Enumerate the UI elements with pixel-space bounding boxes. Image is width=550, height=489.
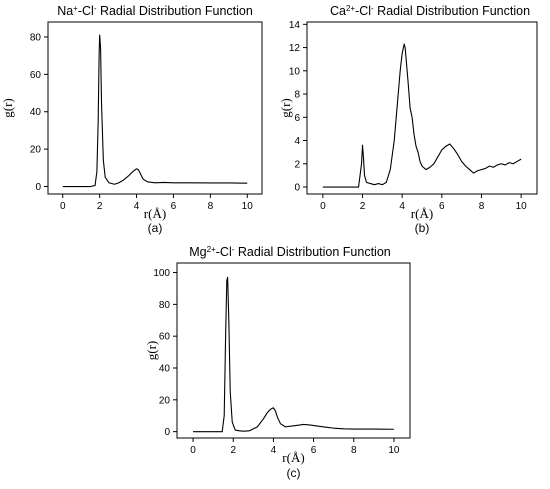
plot-frame <box>47 21 263 195</box>
x-tick-label: 2 <box>230 445 236 456</box>
y-tick-label: 60 <box>159 332 171 343</box>
chart-panel-0: Na+-Cl- Radial Distribution Function 0 2 4 6… <box>0 4 263 235</box>
x-tick-label: 0 <box>60 201 66 212</box>
x-axis-label: r(Å) <box>411 206 433 221</box>
y-tick-label: 40 <box>159 364 171 375</box>
y-tick-label: 20 <box>30 145 42 156</box>
y-tick-label: 4 <box>294 136 300 147</box>
y-tick-label: 0 <box>164 427 170 438</box>
y-tick-label: 0 <box>35 182 41 193</box>
title-part: -Cl <box>78 4 94 18</box>
y-tick-label: 0 <box>294 183 300 194</box>
y-tick-label: 12 <box>289 43 301 54</box>
title-part: Radial Distribution Function <box>96 4 252 18</box>
title-part: - <box>94 4 97 13</box>
title-part: + <box>73 4 78 13</box>
x-axis-label: r(Å) <box>282 450 304 465</box>
chart-panel-1: Ca2+-Cl- Radial Distribution Function 0 2 4… <box>278 4 538 235</box>
chart-title: Na+-Cl- Radial Distribution Function <box>57 4 253 19</box>
y-axis-label: g(r) <box>0 98 15 118</box>
series-line <box>193 276 394 433</box>
plot-frame <box>176 262 411 439</box>
x-tick-label: 4 <box>271 445 277 456</box>
x-tick-label: 10 <box>388 445 400 456</box>
title-part: - <box>232 245 235 254</box>
x-tick-label: 10 <box>516 201 528 212</box>
y-tick-label: 80 <box>159 300 171 311</box>
chart-title: Ca2+-Cl- Radial Distribution Function <box>330 4 530 19</box>
y-axis-label: g(r) <box>278 98 293 118</box>
series-line <box>322 43 522 188</box>
y-tick-label: 6 <box>294 113 300 124</box>
x-tick-label: 2 <box>97 201 103 212</box>
y-tick-label: 10 <box>289 66 301 77</box>
x-tick-label: 8 <box>351 445 357 456</box>
x-tick-label: 8 <box>479 201 485 212</box>
title-part: Radial Distribution Function <box>374 4 530 18</box>
title-part: -Cl <box>355 4 371 18</box>
x-tick-label: 2 <box>360 201 366 212</box>
series-line <box>62 34 248 188</box>
title-part: Mg <box>189 245 206 259</box>
panel-label: (a) <box>148 221 163 235</box>
y-axis-label: g(r) <box>144 341 159 361</box>
x-tick-label: 0 <box>320 201 326 212</box>
chart-panel-2: Mg2+-Cl- Radial Distribution Function 0 2 4… <box>144 245 411 480</box>
x-tick-label: 6 <box>311 445 317 456</box>
x-tick-label: 8 <box>208 201 214 212</box>
y-tick-label: 80 <box>30 32 42 43</box>
x-axis-label: r(Å) <box>144 206 166 221</box>
y-tick-label: 60 <box>30 70 42 81</box>
y-tick-label: 40 <box>30 107 42 118</box>
y-tick-label: 2 <box>294 159 300 170</box>
plot-frame <box>306 21 538 195</box>
title-part: -Cl <box>216 245 232 259</box>
x-tick-label: 6 <box>171 201 177 212</box>
y-tick-label: 100 <box>153 268 170 279</box>
y-tick-label: 8 <box>294 90 300 101</box>
title-part: 2+ <box>207 245 216 254</box>
x-tick-label: 6 <box>439 201 445 212</box>
y-tick-label: 14 <box>289 20 301 31</box>
y-tick-label: 20 <box>159 395 171 406</box>
chart-title: Mg2+-Cl- Radial Distribution Function <box>189 245 391 260</box>
x-tick-label: 4 <box>134 201 140 212</box>
title-part: Na <box>57 4 73 18</box>
x-tick-label: 0 <box>190 445 196 456</box>
title-part: Radial Distribution Function <box>234 245 390 259</box>
x-tick-label: 4 <box>399 201 405 212</box>
title-part: - <box>371 4 374 13</box>
title-part: 2+ <box>346 4 355 13</box>
title-part: Ca <box>330 4 346 18</box>
panel-label: (b) <box>415 221 430 235</box>
panel-label: (c) <box>287 466 301 480</box>
x-tick-label: 10 <box>242 201 254 212</box>
